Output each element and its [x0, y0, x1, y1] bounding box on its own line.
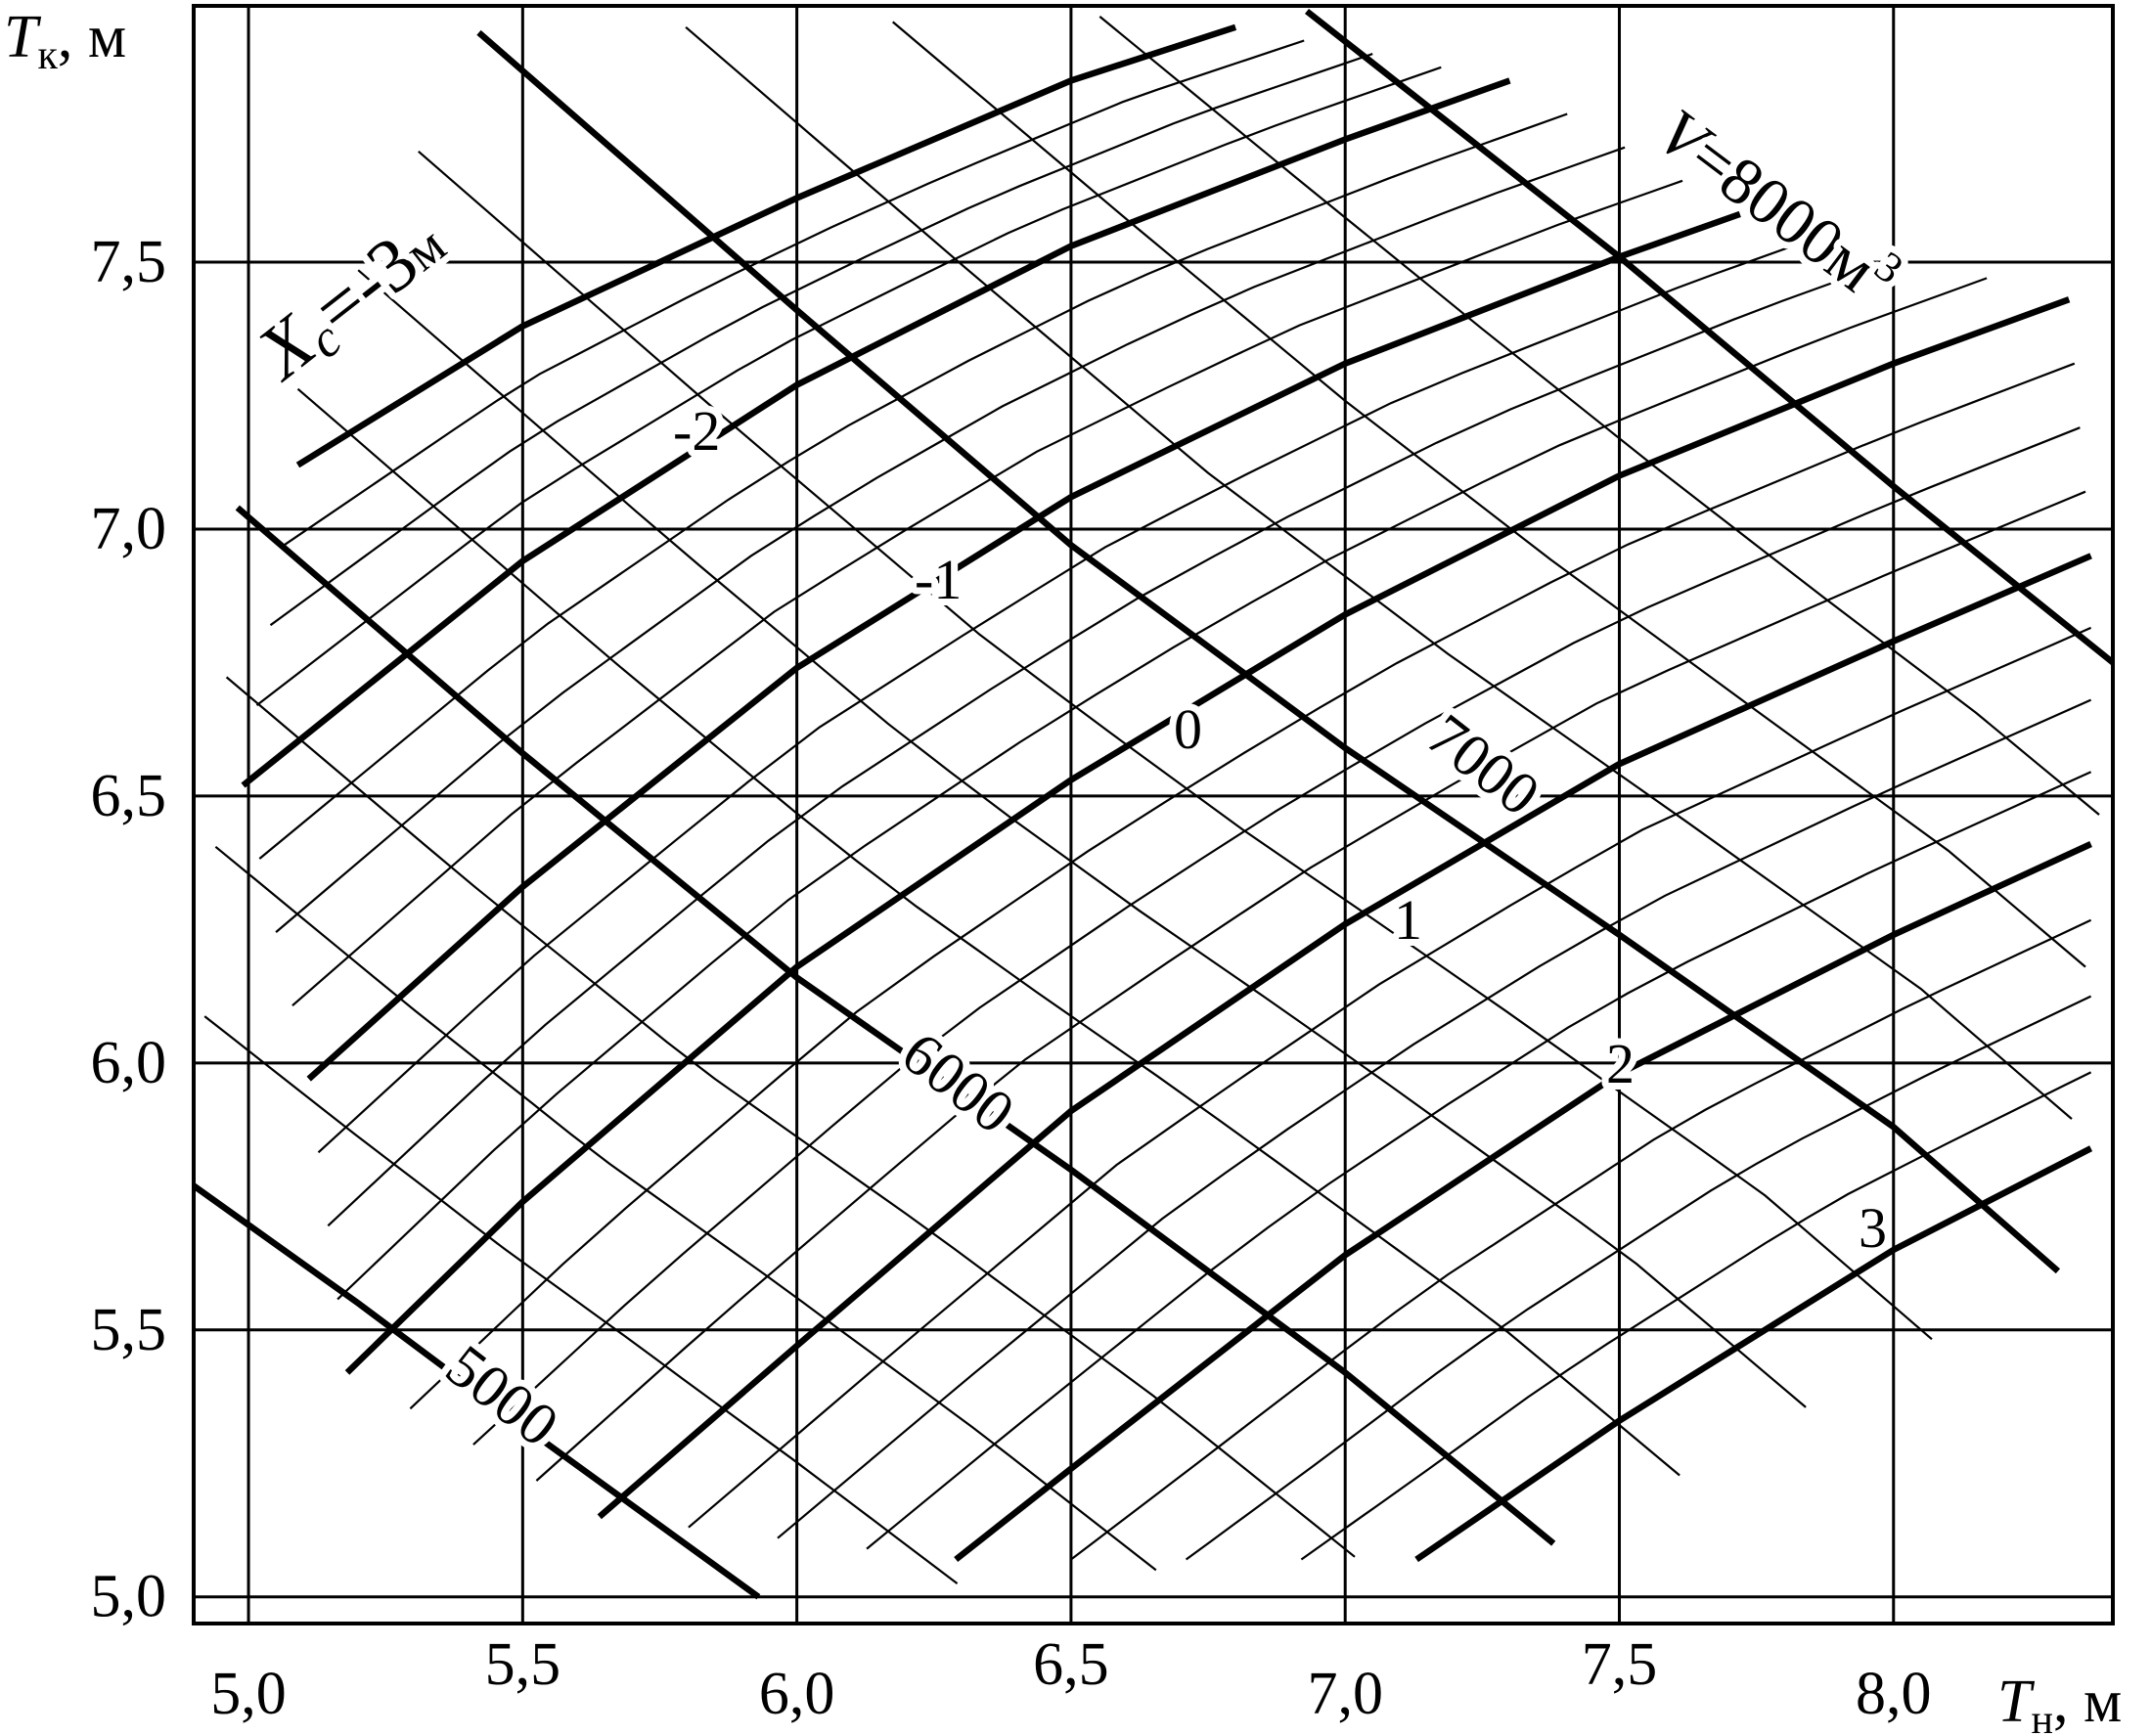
y-tick-label: 7,0 [91, 496, 167, 562]
x-tick-label: 6,5 [1033, 1631, 1109, 1698]
y-tick-label: 7,5 [91, 229, 167, 295]
y-axis-label: Tк, м [4, 4, 126, 78]
xc-isoline-3 [1414, 1145, 2093, 1563]
xc-minor-isoline [1185, 995, 2092, 1561]
x-tick-label: 8,0 [1856, 1661, 1932, 1727]
xc-minor-isoline [275, 146, 1626, 933]
xc-label-1: 1 [1394, 888, 1422, 952]
v-minor-isoline [418, 150, 1933, 1341]
major-isolines [192, 8, 2116, 1600]
v-minor-isoline [214, 845, 1157, 1572]
v-isoline-7000 [476, 29, 2061, 1274]
xc-isoline-0 [344, 296, 2071, 1375]
y-tick-label: 5,5 [91, 1297, 167, 1363]
v-minor-isoline [1098, 16, 2100, 816]
xc-minor-isoline [535, 490, 2086, 1482]
xc-isoline-minus-3 [295, 23, 1237, 468]
xc-minor-isoline [258, 112, 1568, 860]
y-tick-label: 6,0 [91, 1030, 167, 1096]
xc-minor-isoline [866, 771, 2092, 1550]
xc-label-2: 2 [1606, 1032, 1635, 1095]
x-tick-label: 5,5 [485, 1631, 561, 1698]
xc-label-3: 3 [1859, 1196, 1887, 1260]
v-minor-isoline [225, 676, 1356, 1558]
y-tick-label: 6,5 [91, 763, 167, 829]
xc-minor-isoline [1070, 918, 2092, 1561]
x-tick-label: 7,0 [1307, 1661, 1383, 1727]
v-isoline-6000 [235, 505, 1556, 1546]
xc-minor-isoline [409, 362, 2076, 1410]
xc-minor-isoline [1300, 1071, 2092, 1561]
xc-minor-isoline [283, 39, 1305, 547]
xc-isoline-2 [954, 841, 2092, 1563]
xc-label-minus-1: -1 [915, 548, 962, 611]
v-minor-isoline [357, 269, 1807, 1408]
y-tick-label: 5,0 [91, 1564, 167, 1630]
xc-minor-isoline [269, 53, 1373, 627]
v-label-5000: 5000 [433, 1332, 570, 1459]
grid [194, 6, 2113, 1624]
v-isoline-5000 [192, 1182, 761, 1600]
v-minor-isoline [685, 25, 2073, 1120]
xc-minor-isoline [317, 234, 1823, 1154]
xc-minor-isoline [336, 277, 1988, 1301]
xc-label-minus-2: -2 [673, 399, 720, 463]
tick-labels: 5,0 5,5 6,0 6,5 7,0 7,5 8,0 5,0 5,5 6,0 6,5 7,0 7,5 [91, 229, 1932, 1727]
xc-isoline-minus-2 [241, 77, 1511, 788]
xc-minor-isoline [255, 66, 1442, 706]
xc-minor-isoline [777, 698, 2092, 1539]
xc-minor-isoline [291, 179, 1683, 1007]
xc-label: Xc=-3м [240, 199, 463, 401]
x-tick-label: 6,0 [759, 1661, 835, 1727]
x-axis-label: Tн, м [1997, 1669, 2122, 1736]
xc-label-0: 0 [1174, 697, 1202, 761]
plot-frame [192, 4, 2115, 1625]
v-isoline-8000 [1304, 8, 2116, 665]
xc-isoline-1 [597, 553, 2092, 1520]
xc-minor-isoline [472, 426, 2081, 1446]
x-tick-label: 5,0 [210, 1661, 287, 1727]
minor-isolines [203, 16, 2100, 1584]
x-tick-label: 7,5 [1582, 1631, 1658, 1698]
v-minor-isoline [296, 387, 1680, 1477]
v-minor-isoline [203, 1015, 959, 1584]
xc-minor-isoline [688, 626, 2092, 1529]
